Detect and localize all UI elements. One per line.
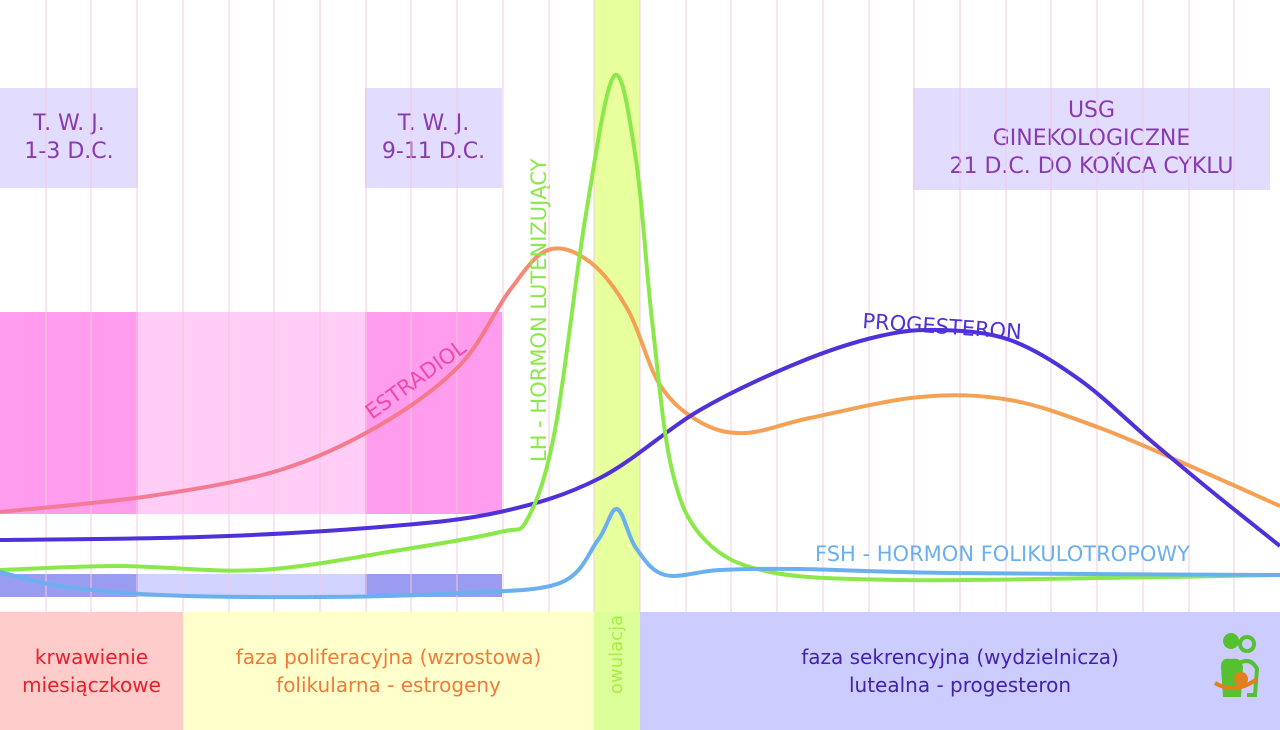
estradiol-band (138, 312, 365, 514)
fsh-band (138, 574, 365, 597)
usg-box: USG GINEKOLOGICZNE 21 D.C. DO KOŃCA CYKL… (913, 88, 1270, 190)
estradiol-test-window-1 (0, 312, 138, 514)
box-line: 1-3 D.C. (24, 139, 114, 164)
day-gridlines (45, 0, 1235, 612)
phase-line: krwawienie (34, 645, 149, 669)
box-line: T. W. J. (33, 111, 105, 136)
phase-secretory: faza sekrencyjna (wydzielnicza) lutealna… (640, 612, 1280, 730)
progesteron-label: PROGESTERON (862, 309, 1023, 344)
estradiol-label: ESTRADIOL (361, 335, 471, 424)
phase-ovulation: owulacja (594, 612, 640, 730)
phase-line: folikularna - estrogeny (276, 673, 501, 697)
box-line: 9-11 D.C. (381, 139, 486, 164)
test-window-box-1: T. W. J. 1-3 D.C. (0, 88, 138, 188)
family-logo-icon (1213, 633, 1260, 697)
lh-label: LH - HORMON LUTENIZUJĄCY (527, 158, 551, 462)
box-line: 21 D.C. DO KOŃCA CYKLU (949, 154, 1234, 179)
fsh-curve (0, 507, 1280, 600)
phase-menstruation: krwawienie miesiączkowe (0, 612, 183, 730)
fsh-label: FSH - HORMON FOLIKULOTROPOWY (815, 542, 1190, 566)
estradiol-test-window-2 (365, 312, 502, 514)
phase-line: faza sekrencyjna (wydzielnicza) (801, 645, 1119, 669)
phase-line: faza poliferacyjna (wzrostowa) (235, 645, 542, 669)
box-line: GINEKOLOGICZNE (992, 126, 1191, 151)
progesteron-curve (0, 327, 1280, 548)
phase-proliferative: faza poliferacyjna (wzrostowa) folikular… (183, 612, 594, 730)
phase-line: lutealna - progesteron (848, 673, 1072, 697)
box-line: USG (1067, 98, 1116, 123)
lh-curve (0, 72, 1280, 583)
estradiol-curve (0, 246, 1280, 514)
phase-line: miesiączkowe (22, 673, 161, 697)
test-window-box-2: T. W. J. 9-11 D.C. (365, 88, 502, 188)
